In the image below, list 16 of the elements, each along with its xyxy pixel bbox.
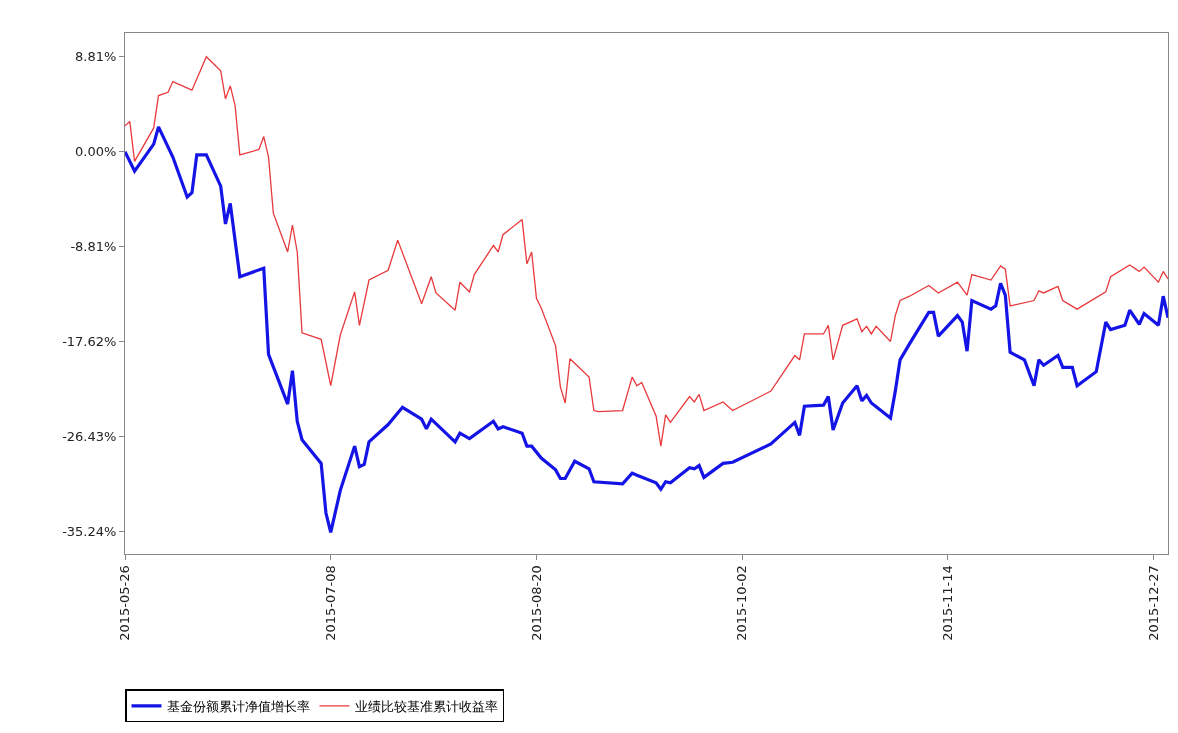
y-tick-label: 0.00%	[75, 144, 117, 160]
x-tick-label: 2015-12-27	[1145, 565, 1161, 641]
x-tick-label: 2015-10-02	[734, 565, 750, 641]
x-tick-label: 2015-07-08	[322, 565, 338, 641]
x-tick-label: 2015-08-20	[528, 565, 544, 641]
y-tick-label: -8.81%	[70, 239, 117, 255]
y-tick-label: 8.81%	[75, 49, 117, 65]
line-series	[125, 56, 1168, 447]
legend-label: 基金份额累计净值增长率	[166, 698, 310, 714]
line-series	[125, 125, 1168, 535]
x-tick-label: 2015-11-14	[940, 565, 956, 641]
legend-label: 业绩比较基准累计收益率	[354, 698, 498, 714]
y-tick-label: -35.24%	[62, 524, 117, 540]
y-tick-label: -26.43%	[62, 429, 117, 445]
y-tick-label: -17.62%	[62, 334, 117, 350]
x-tick-label: 2015-05-26	[117, 565, 133, 641]
